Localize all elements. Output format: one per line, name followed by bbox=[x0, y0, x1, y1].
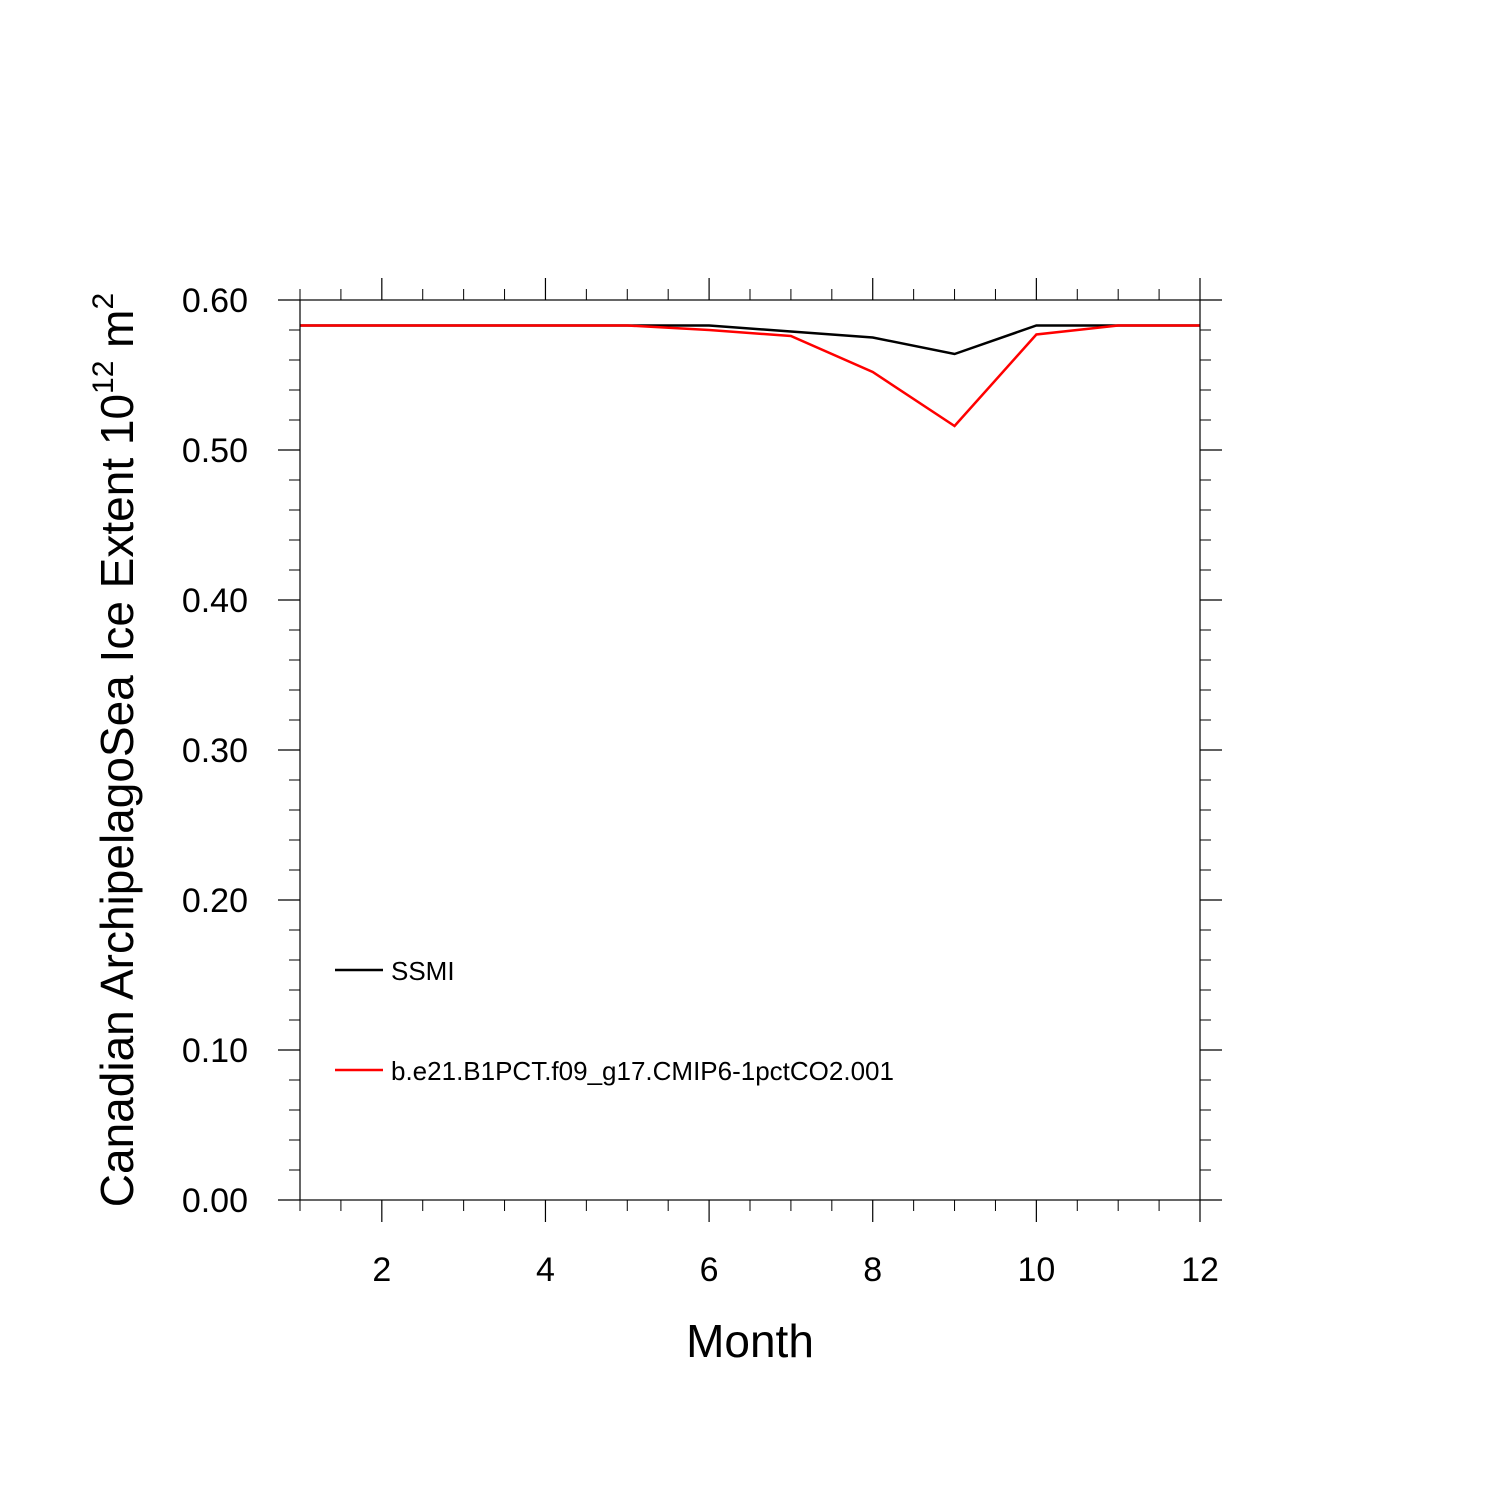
y-tick-label: 0.50 bbox=[182, 432, 248, 470]
y-axis-title: Canadian ArchipelagoSea Ice Extent 1012 … bbox=[87, 293, 143, 1207]
y-tick-label: 0.30 bbox=[182, 732, 248, 770]
y-tick-label: 0.60 bbox=[182, 282, 248, 320]
y-tick-label: 0.40 bbox=[182, 582, 248, 620]
x-axis-title: Month bbox=[686, 1315, 814, 1367]
x-tick-label: 4 bbox=[536, 1251, 555, 1289]
y-tick-label: 0.00 bbox=[182, 1182, 248, 1220]
legend-label-model: b.e21.B1PCT.f09_g17.CMIP6-1pctCO2.001 bbox=[391, 1056, 894, 1086]
y-axis-title-unit-exponent: 2 bbox=[87, 293, 120, 310]
series-lines bbox=[300, 324, 1200, 428]
legend: SSMI b.e21.B1PCT.f09_g17.CMIP6-1pctCO2.0… bbox=[335, 956, 894, 1086]
y-axis-title-main: Canadian ArchipelagoSea Ice Extent 10 bbox=[91, 394, 143, 1207]
x-tick-label: 6 bbox=[700, 1251, 719, 1289]
legend-label-ssmi: SSMI bbox=[391, 956, 455, 986]
series-line-1 bbox=[300, 324, 1200, 428]
x-tick-labels: 2 4 6 8 10 12 bbox=[372, 1251, 1219, 1289]
plot-frame bbox=[299, 299, 1201, 1201]
x-tick-label: 2 bbox=[372, 1251, 391, 1289]
minor-ticks bbox=[289, 289, 1211, 1211]
y-axis-title-exponent: 12 bbox=[87, 361, 120, 394]
x-tick-label: 8 bbox=[863, 1251, 882, 1289]
series-line-0 bbox=[300, 324, 1200, 356]
y-axis-title-unit: m bbox=[91, 309, 143, 360]
y-tick-label: 0.10 bbox=[182, 1032, 248, 1070]
y-tick-labels: 0.00 0.10 0.20 0.30 0.40 0.50 0.60 bbox=[182, 282, 248, 1220]
x-tick-label: 12 bbox=[1181, 1251, 1219, 1289]
x-tick-label: 10 bbox=[1017, 1251, 1055, 1289]
major-ticks bbox=[278, 278, 1222, 1222]
y-tick-label: 0.20 bbox=[182, 882, 248, 920]
